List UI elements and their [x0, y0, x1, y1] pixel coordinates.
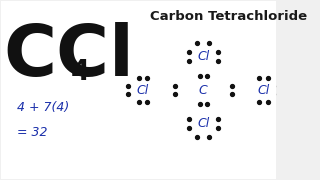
- Text: = 32: = 32: [17, 126, 48, 139]
- Text: Carbon Tetrachloride: Carbon Tetrachloride: [149, 10, 307, 23]
- Text: Cl: Cl: [257, 84, 269, 96]
- Text: 4 + 7(4): 4 + 7(4): [17, 101, 69, 114]
- Text: CCl: CCl: [4, 22, 134, 91]
- Text: C: C: [199, 84, 208, 96]
- Text: Cl: Cl: [197, 50, 209, 63]
- Text: 4: 4: [71, 58, 90, 86]
- Text: Cl: Cl: [197, 117, 209, 130]
- Text: Cl: Cl: [137, 84, 149, 96]
